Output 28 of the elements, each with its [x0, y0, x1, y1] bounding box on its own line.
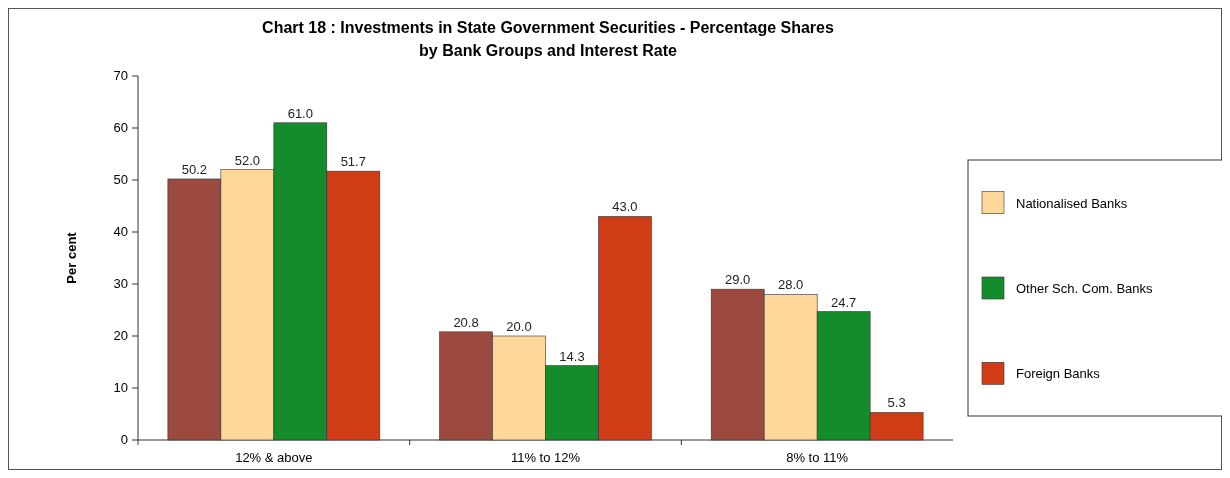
data-label: 61.0 [287, 105, 313, 121]
y-tick-label: 0 [120, 432, 128, 447]
data-label: 28.0 [778, 277, 804, 293]
y-tick-label: 50 [113, 172, 128, 187]
chart-title: Chart 18 : Investments in State Government Securities - Percentage Shares by Bank Groups and Interest Rate [262, 19, 834, 59]
x-tick-label: 11% to 12% [510, 450, 581, 465]
data-label: 5.3 [887, 395, 906, 411]
x-tick-label: 12% & above [235, 450, 313, 465]
y-tick-label: 70 [113, 68, 128, 83]
data-label: 52.0 [234, 152, 260, 168]
legend-label: Nationalised Banks [1016, 195, 1128, 211]
data-label: 24.7 [831, 294, 857, 310]
legend-label: Other Sch. Com. Banks [1016, 281, 1154, 296]
data-label: 43.0 [612, 199, 638, 215]
data-label: 51.7 [340, 154, 366, 170]
y-axis-title: Per cent [64, 231, 79, 284]
data-label: 20.0 [506, 319, 532, 334]
y-tick-label: 60 [113, 120, 128, 135]
y-tick-label: 40 [113, 224, 128, 239]
legend-label: Foreign Banks [1016, 366, 1101, 382]
data-label: 20.8 [453, 314, 479, 330]
data-label: 29.0 [725, 272, 751, 288]
data-label: 14.3 [559, 348, 585, 364]
y-tick-label: 10 [113, 380, 128, 395]
y-tick-label: 20 [113, 328, 128, 343]
y-tick-label: 30 [113, 276, 128, 291]
x-tick-label: 8% to 11% [786, 450, 849, 465]
data-label: 50.2 [181, 161, 208, 177]
